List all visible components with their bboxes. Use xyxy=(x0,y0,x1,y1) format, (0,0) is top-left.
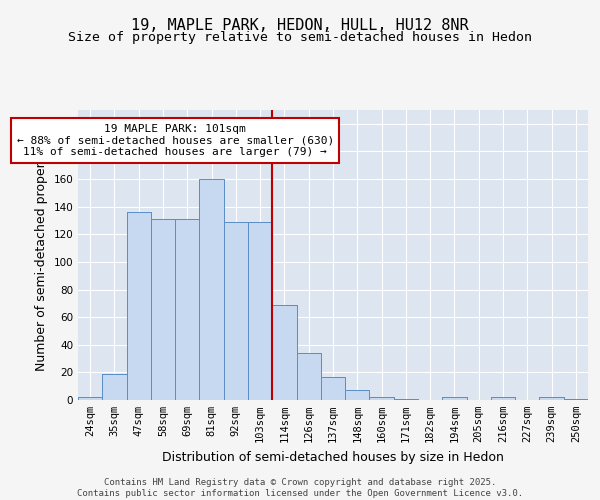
Bar xyxy=(272,304,296,400)
Bar xyxy=(321,376,345,400)
Bar xyxy=(442,397,467,400)
Text: 19 MAPLE PARK: 101sqm
← 88% of semi-detached houses are smaller (630)
11% of sem: 19 MAPLE PARK: 101sqm ← 88% of semi-deta… xyxy=(17,124,334,157)
Text: Contains HM Land Registry data © Crown copyright and database right 2025.
Contai: Contains HM Land Registry data © Crown c… xyxy=(77,478,523,498)
Bar xyxy=(370,397,394,400)
Bar xyxy=(370,397,394,400)
Bar xyxy=(296,353,321,400)
Bar xyxy=(564,398,588,400)
Bar xyxy=(248,222,272,400)
Bar xyxy=(491,397,515,400)
Bar xyxy=(127,212,151,400)
Bar xyxy=(78,397,102,400)
Bar xyxy=(296,353,321,400)
Bar xyxy=(321,376,345,400)
Bar xyxy=(175,219,199,400)
Bar xyxy=(199,179,224,400)
Bar xyxy=(199,179,224,400)
Bar xyxy=(224,222,248,400)
Bar xyxy=(394,398,418,400)
Bar xyxy=(102,374,127,400)
Bar xyxy=(345,390,370,400)
Bar xyxy=(248,222,272,400)
Bar xyxy=(345,390,370,400)
Bar xyxy=(151,219,175,400)
Bar xyxy=(224,222,248,400)
Bar xyxy=(442,397,467,400)
Bar xyxy=(127,212,151,400)
Bar xyxy=(564,398,588,400)
Text: 19, MAPLE PARK, HEDON, HULL, HU12 8NR: 19, MAPLE PARK, HEDON, HULL, HU12 8NR xyxy=(131,18,469,32)
Bar xyxy=(151,219,175,400)
Bar xyxy=(175,219,199,400)
Bar xyxy=(102,374,127,400)
Bar xyxy=(539,397,564,400)
Bar xyxy=(78,397,102,400)
Bar xyxy=(272,304,296,400)
Bar xyxy=(491,397,515,400)
Bar xyxy=(539,397,564,400)
Text: Size of property relative to semi-detached houses in Hedon: Size of property relative to semi-detach… xyxy=(68,31,532,44)
Y-axis label: Number of semi-detached properties: Number of semi-detached properties xyxy=(35,140,48,370)
Bar xyxy=(394,398,418,400)
X-axis label: Distribution of semi-detached houses by size in Hedon: Distribution of semi-detached houses by … xyxy=(162,450,504,464)
